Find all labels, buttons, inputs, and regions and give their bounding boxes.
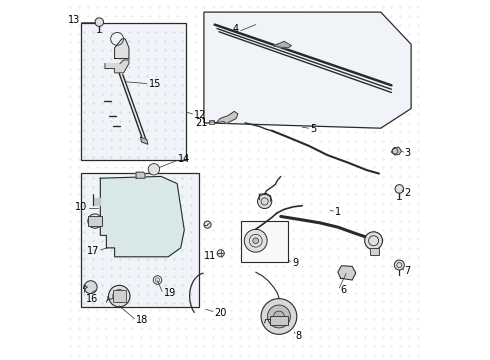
Circle shape <box>153 276 162 284</box>
Circle shape <box>273 311 284 322</box>
Text: 16: 16 <box>86 294 98 303</box>
Text: 19: 19 <box>164 288 176 298</box>
Polygon shape <box>217 111 238 123</box>
Text: 21: 21 <box>195 118 207 128</box>
Polygon shape <box>392 147 401 155</box>
Circle shape <box>365 232 383 249</box>
Text: 20: 20 <box>215 308 227 318</box>
Circle shape <box>95 18 103 26</box>
Bar <box>81 23 186 160</box>
Text: 2: 2 <box>404 188 411 198</box>
Text: 9: 9 <box>292 258 298 268</box>
Circle shape <box>84 281 97 294</box>
Polygon shape <box>93 198 100 205</box>
Text: 3: 3 <box>404 148 411 158</box>
Text: 12: 12 <box>194 110 206 120</box>
Text: 4: 4 <box>233 24 239 34</box>
Text: 17: 17 <box>87 246 99 256</box>
Circle shape <box>394 260 404 270</box>
Circle shape <box>268 305 291 328</box>
Text: 15: 15 <box>148 79 161 89</box>
Bar <box>242 221 288 262</box>
Text: 13: 13 <box>69 15 81 25</box>
Polygon shape <box>273 41 292 48</box>
Circle shape <box>258 194 272 208</box>
Bar <box>113 290 126 302</box>
Polygon shape <box>136 172 145 178</box>
Polygon shape <box>204 12 411 128</box>
Text: 8: 8 <box>296 331 302 341</box>
Circle shape <box>253 238 259 244</box>
Circle shape <box>109 285 130 307</box>
Bar <box>209 120 214 124</box>
Circle shape <box>245 229 267 252</box>
Text: 11: 11 <box>203 251 216 261</box>
Text: 10: 10 <box>75 202 87 212</box>
Text: 14: 14 <box>178 154 190 164</box>
Polygon shape <box>119 73 145 144</box>
Text: 7: 7 <box>404 266 411 276</box>
Circle shape <box>148 163 160 175</box>
Polygon shape <box>100 176 184 257</box>
Text: 18: 18 <box>136 315 148 325</box>
Circle shape <box>395 185 404 193</box>
Polygon shape <box>141 137 148 144</box>
Polygon shape <box>115 39 129 59</box>
Bar <box>270 316 288 325</box>
Text: 6: 6 <box>341 285 347 295</box>
Text: 5: 5 <box>310 124 316 134</box>
Circle shape <box>204 221 211 228</box>
Text: 1: 1 <box>335 207 341 217</box>
Polygon shape <box>338 266 356 280</box>
Bar <box>81 173 198 307</box>
Bar <box>370 248 379 255</box>
Circle shape <box>217 249 224 257</box>
Polygon shape <box>105 60 129 73</box>
Circle shape <box>261 298 297 334</box>
Circle shape <box>88 214 102 228</box>
Bar <box>88 216 102 226</box>
